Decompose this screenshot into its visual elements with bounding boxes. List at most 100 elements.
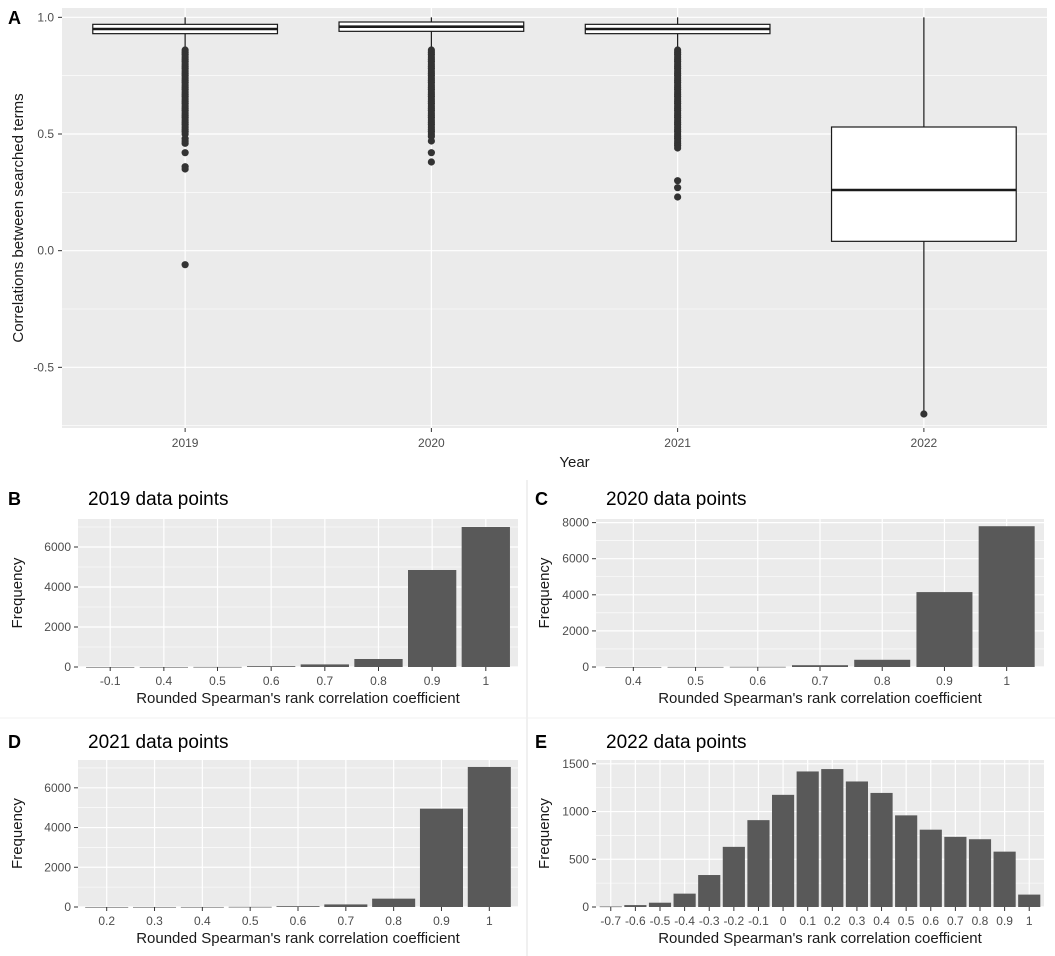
panel-c-x-tick-label: 0.9 xyxy=(936,674,953,688)
panel-e-y-tick-label: 1500 xyxy=(562,757,589,771)
panel-c-histogram: C 0 2000 4000 6000 8000 0.4 0.5 0.6 0.7 0.8 0.9 1 20… xyxy=(535,489,1044,707)
panel-d-x-tick-label: 1 xyxy=(486,914,493,928)
panel-d-bar xyxy=(419,808,463,907)
panel-e-bar xyxy=(772,794,795,907)
panel-e-x-tick-label: -0.2 xyxy=(724,914,745,928)
panel-e-x-tick-label: 0.6 xyxy=(922,914,939,928)
panel-d-x-axis-title: Rounded Spearman's rank correlation coef… xyxy=(136,930,460,947)
panel-e-bar xyxy=(870,792,893,907)
panel-d-title: 2021 data points xyxy=(88,732,229,753)
panel-d-x-tick-label: 0.3 xyxy=(146,914,163,928)
panel-e-x-tick-label: -0.4 xyxy=(674,914,695,928)
panel-e-x-tick-label: 0.4 xyxy=(873,914,890,928)
panel-e-title: 2022 data points xyxy=(606,732,747,753)
panel-b-title: 2019 data points xyxy=(88,489,229,510)
panel-d-x-tick-label: 0.6 xyxy=(290,914,307,928)
panel-b-x-tick-label: 0.6 xyxy=(263,674,280,688)
panel-b-letter: B xyxy=(8,489,21,509)
panel-e-bar xyxy=(895,815,918,907)
panel-d-bar xyxy=(324,904,368,907)
panel-a-y-axis-title: Correlations between searched terms xyxy=(10,93,27,342)
panel-b-y-tick-label: 2000 xyxy=(44,620,71,634)
panel-a-x-tick-label: 2022 xyxy=(911,436,938,450)
panel-e-bar xyxy=(747,820,770,907)
panel-e-bar xyxy=(919,829,942,907)
panel-c-x-tick-label: 0.7 xyxy=(812,674,829,688)
box-outlier-point xyxy=(181,139,189,147)
panel-c-x-tick-label: 1 xyxy=(1003,674,1010,688)
panel-c-bar xyxy=(792,665,848,667)
panel-c-x-axis-title: Rounded Spearman's rank correlation coef… xyxy=(658,690,982,707)
box-outlier-point xyxy=(427,137,435,145)
panel-c-y-axis-title: Frequency xyxy=(536,557,553,628)
panel-c-y-tick-label: 6000 xyxy=(562,552,589,566)
panel-e-y-tick-label: 0 xyxy=(582,900,589,914)
panel-e-x-tick-label: -0.5 xyxy=(650,914,671,928)
panel-a-x-axis-title: Year xyxy=(559,454,589,471)
panel-e-bar xyxy=(944,836,967,907)
panel-b-bar xyxy=(300,664,349,667)
box-outlier-point xyxy=(674,177,682,185)
panel-b-bar xyxy=(247,666,296,667)
panel-d-y-tick-label: 2000 xyxy=(44,860,71,874)
box-outlier-point xyxy=(181,261,189,269)
panel-c-x-tick-label: 0.5 xyxy=(687,674,704,688)
panel-e-bar xyxy=(796,771,819,907)
panel-e-bar xyxy=(722,846,745,907)
panel-b-x-tick-label: 0.5 xyxy=(209,674,226,688)
panel-e-bar xyxy=(968,839,992,907)
panel-c-y-tick-label: 4000 xyxy=(562,588,589,602)
panel-a-y-tick-label: 1.0 xyxy=(37,10,54,24)
panel-c-bar xyxy=(854,659,911,667)
panel-a-x-tick-label: 2021 xyxy=(664,436,691,450)
panel-c-bar xyxy=(978,526,1035,667)
panel-d-y-tick-label: 6000 xyxy=(44,781,71,795)
panel-c-y-tick-label: 2000 xyxy=(562,624,589,638)
panel-d-x-tick-label: 0.4 xyxy=(194,914,211,928)
box-outlier-point xyxy=(427,149,435,157)
panel-e-x-tick-label: 0.7 xyxy=(947,914,964,928)
panel-d-bar xyxy=(467,766,511,907)
panel-b-y-tick-label: 0 xyxy=(64,660,71,674)
panel-e-x-tick-label: 0.1 xyxy=(799,914,816,928)
panel-e-x-tick-label: -0.1 xyxy=(748,914,769,928)
panel-d-y-tick-label: 0 xyxy=(64,900,71,914)
panel-e-bar xyxy=(599,906,622,908)
panel-a-y-tick-label: 0.5 xyxy=(37,127,54,141)
panel-e-bar xyxy=(1018,894,1041,907)
panel-b-x-tick-label: 0.8 xyxy=(370,674,387,688)
panel-b-bar xyxy=(461,527,510,667)
panel-e-bar xyxy=(624,905,647,907)
box-iqr xyxy=(830,126,1017,242)
box-outlier-point xyxy=(674,184,682,192)
box-outlier-point xyxy=(427,158,435,166)
panel-d-bar xyxy=(276,906,320,907)
panel-a-y-tick-label: -0.5 xyxy=(33,360,54,374)
panel-e-bar xyxy=(845,781,868,907)
panel-e-letter: E xyxy=(535,732,547,752)
panel-b-bar xyxy=(354,659,403,667)
panel-d-x-tick-label: 0.5 xyxy=(242,914,259,928)
panel-b-histogram: B 0 2000 4000 6000 -0.1 0.4 0.5 0.6 0.7 0.8 0.9 1 20… xyxy=(8,489,518,707)
panel-a-x-tick-label: 2019 xyxy=(172,436,199,450)
panel-e-bar xyxy=(698,875,721,907)
panel-d-bar xyxy=(372,898,416,907)
panel-a-x-tick-label: 2020 xyxy=(418,436,445,450)
panel-b-x-axis-title: Rounded Spearman's rank correlation coef… xyxy=(136,690,460,707)
panel-c-x-tick-label: 0.4 xyxy=(625,674,642,688)
panel-c-letter: C xyxy=(535,489,548,509)
panel-b-y-axis-title: Frequency xyxy=(9,557,26,628)
panel-a-letter: A xyxy=(8,8,21,28)
panel-b-bar xyxy=(408,570,457,667)
panel-d-x-tick-label: 0.9 xyxy=(433,914,450,928)
panel-b-x-tick-label: 0.9 xyxy=(424,674,441,688)
panel-e-histogram: E 0 500 1000 1500 -0.7 -0.6 -0.5 -0.4 -0.3 -0.2 -0… xyxy=(535,732,1044,947)
panel-e-x-tick-label: 1 xyxy=(1026,914,1033,928)
panel-c-x-tick-label: 0.6 xyxy=(749,674,766,688)
panel-a-y-tick-label: 0.0 xyxy=(37,244,54,258)
box-outlier-point xyxy=(920,410,928,418)
panel-e-y-tick-label: 1000 xyxy=(562,805,589,819)
panel-e-x-tick-label: -0.3 xyxy=(699,914,720,928)
panel-b-x-tick-label: -0.1 xyxy=(100,674,121,688)
